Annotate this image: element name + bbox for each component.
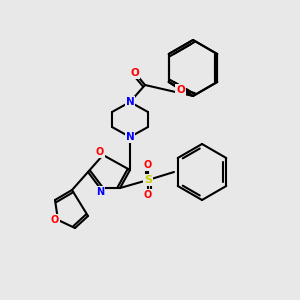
Text: O: O (144, 190, 152, 200)
Text: O: O (144, 160, 152, 170)
Text: O: O (96, 147, 104, 157)
Text: N: N (126, 132, 134, 142)
Text: N: N (126, 97, 134, 107)
Text: N: N (96, 187, 104, 197)
Text: O: O (130, 68, 140, 78)
Text: S: S (144, 175, 152, 185)
Text: O: O (51, 215, 59, 225)
Text: O: O (176, 85, 185, 95)
